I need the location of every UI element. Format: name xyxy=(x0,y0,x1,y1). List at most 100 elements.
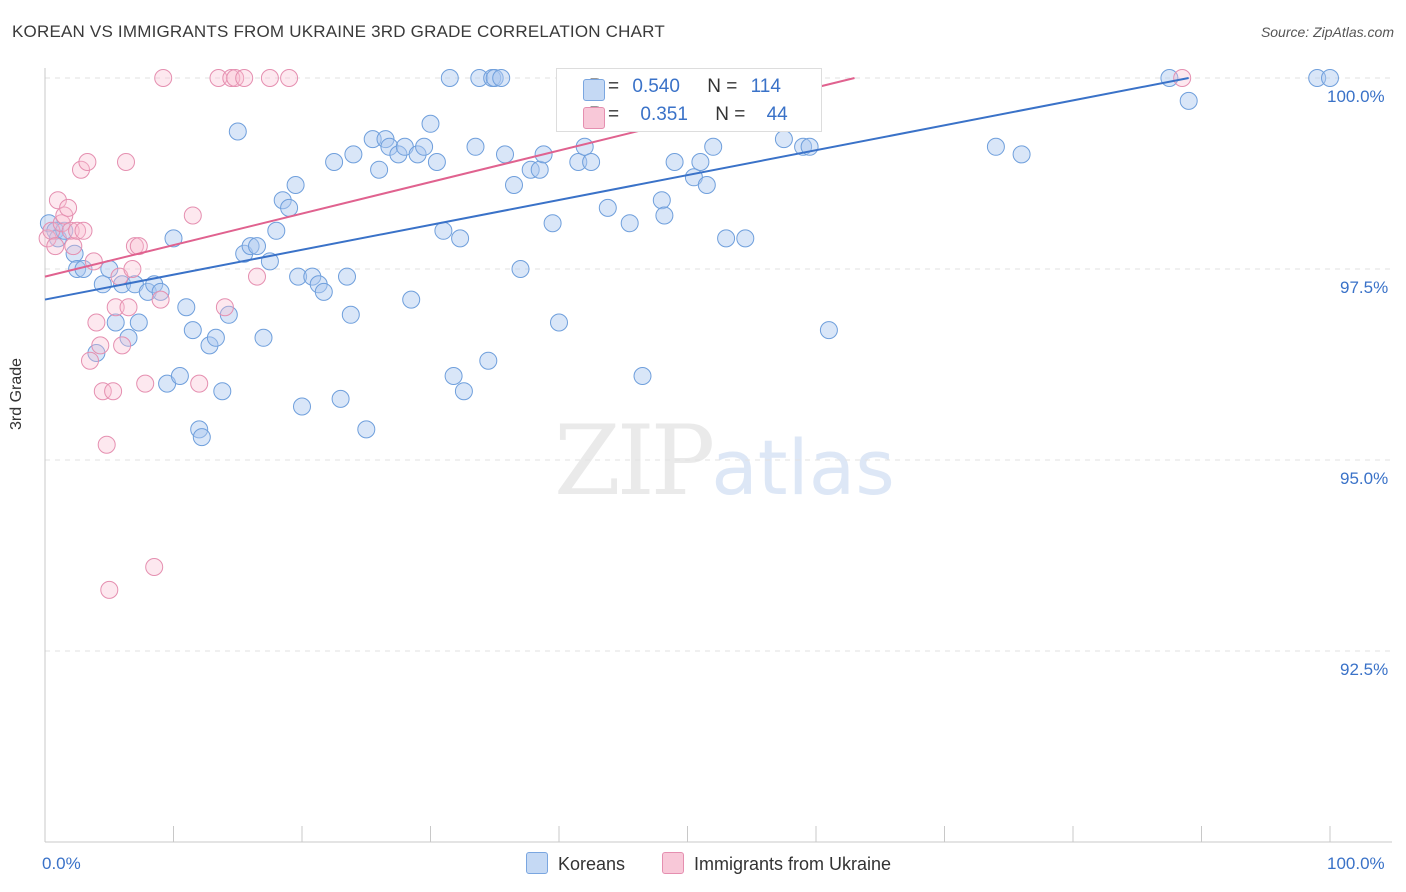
ukraine-point xyxy=(72,160,90,179)
y-tick-label: 97.5% xyxy=(1340,278,1389,297)
korean-point xyxy=(505,176,523,194)
ukraine-point xyxy=(248,267,266,286)
korean-point xyxy=(492,69,511,87)
korean-point xyxy=(273,191,292,210)
korean-point xyxy=(451,229,470,248)
korean-point xyxy=(454,382,473,401)
korean-point xyxy=(691,153,710,171)
ukraine-point xyxy=(48,191,67,210)
ukraine-point xyxy=(46,237,65,256)
korean-point xyxy=(119,328,138,347)
korean-point xyxy=(338,267,356,286)
ukraine-point xyxy=(42,221,61,240)
ukraine-point xyxy=(260,69,279,87)
korean-point xyxy=(575,137,594,156)
ukraine-point xyxy=(280,69,299,87)
korean-point xyxy=(485,69,504,87)
ukraine-point xyxy=(91,336,110,355)
ukraine-point xyxy=(87,313,106,332)
korean-point xyxy=(633,367,652,385)
n-value: 44 xyxy=(766,104,788,125)
korean-point xyxy=(543,214,562,233)
korean-point xyxy=(665,153,684,171)
ukraine-point xyxy=(93,382,112,401)
ukraine-point xyxy=(235,69,254,87)
ukraine-point xyxy=(113,336,132,355)
korean-point xyxy=(177,298,196,317)
korean-point xyxy=(986,137,1005,156)
korean-point xyxy=(170,367,189,385)
legend-item-ukraine: Immigrants from Ukraine xyxy=(662,852,891,875)
ukraine-point xyxy=(119,298,138,317)
korean-point xyxy=(496,145,514,164)
ukraine-swatch xyxy=(583,107,605,129)
ukraine-point xyxy=(1173,69,1192,87)
korean-point xyxy=(421,114,440,133)
korean-point xyxy=(427,153,446,171)
korean-point xyxy=(704,137,723,156)
korean-point xyxy=(164,229,183,248)
korean-point xyxy=(530,160,549,179)
ukraine-point xyxy=(222,69,241,87)
korean-point xyxy=(466,137,485,156)
ukraine-point xyxy=(151,290,170,309)
korean-point xyxy=(717,229,736,248)
korean-point xyxy=(341,305,360,324)
korean-point xyxy=(598,198,617,217)
r-value: 0.540 xyxy=(632,76,680,97)
korean-point xyxy=(286,176,305,194)
korean-point xyxy=(248,237,266,256)
ukraine-point xyxy=(74,221,93,240)
korean-point xyxy=(1321,69,1339,87)
series-ukraine xyxy=(38,69,1192,599)
korean-point xyxy=(370,160,389,179)
y-tick-label: 95.0% xyxy=(1340,469,1389,488)
koreans-trend-line xyxy=(44,77,1189,301)
korean-point xyxy=(736,229,755,248)
korean-point xyxy=(192,428,211,447)
r-value: 0.351 xyxy=(640,104,688,125)
korean-point xyxy=(206,328,225,347)
korean-point xyxy=(106,313,125,332)
legend-item-koreans: Koreans xyxy=(526,852,625,875)
korean-point xyxy=(655,206,674,225)
ukraine-point xyxy=(100,580,119,599)
korean-point xyxy=(434,221,453,240)
watermark-atlas: atlas xyxy=(711,423,895,512)
korean-point xyxy=(774,130,793,149)
source-credit: Source: ZipAtlas.com xyxy=(1260,24,1394,40)
stats-row-ukraine: R = 0.351 N = 44 xyxy=(583,104,788,129)
stats-legend: R = 0.540 N = 114 R = 0.351 N = 44 xyxy=(556,68,822,132)
korean-point xyxy=(241,237,260,256)
korean-point xyxy=(325,153,344,171)
x-axis-min-label: 0.0% xyxy=(42,854,81,873)
korean-point xyxy=(331,389,350,408)
korean-point xyxy=(1179,91,1198,110)
korean-point xyxy=(479,351,498,370)
korean-point xyxy=(344,145,363,164)
ukraine-point xyxy=(81,351,99,370)
n-value: 114 xyxy=(750,76,781,97)
korean-point xyxy=(582,153,601,171)
ukraine-point xyxy=(104,382,123,401)
korean-point xyxy=(652,191,671,210)
korean-point xyxy=(303,267,322,286)
ukraine-point xyxy=(215,298,234,317)
korean-point xyxy=(697,176,716,194)
ukraine-point xyxy=(190,374,209,393)
ukraine-point xyxy=(84,252,103,271)
ukraine-point xyxy=(117,153,135,171)
koreans-legend-swatch xyxy=(526,852,548,874)
y-axis-title: 3rd Grade xyxy=(8,357,25,430)
korean-point xyxy=(314,282,333,301)
ukraine-point xyxy=(123,260,142,278)
korean-point xyxy=(280,198,299,217)
korean-point xyxy=(389,145,408,164)
ukraine-point xyxy=(68,221,87,240)
korean-point xyxy=(200,336,219,355)
korean-point xyxy=(39,214,58,233)
watermark-zip: ZIP xyxy=(554,405,715,517)
ukraine-point xyxy=(154,69,173,87)
korean-point xyxy=(228,122,247,141)
